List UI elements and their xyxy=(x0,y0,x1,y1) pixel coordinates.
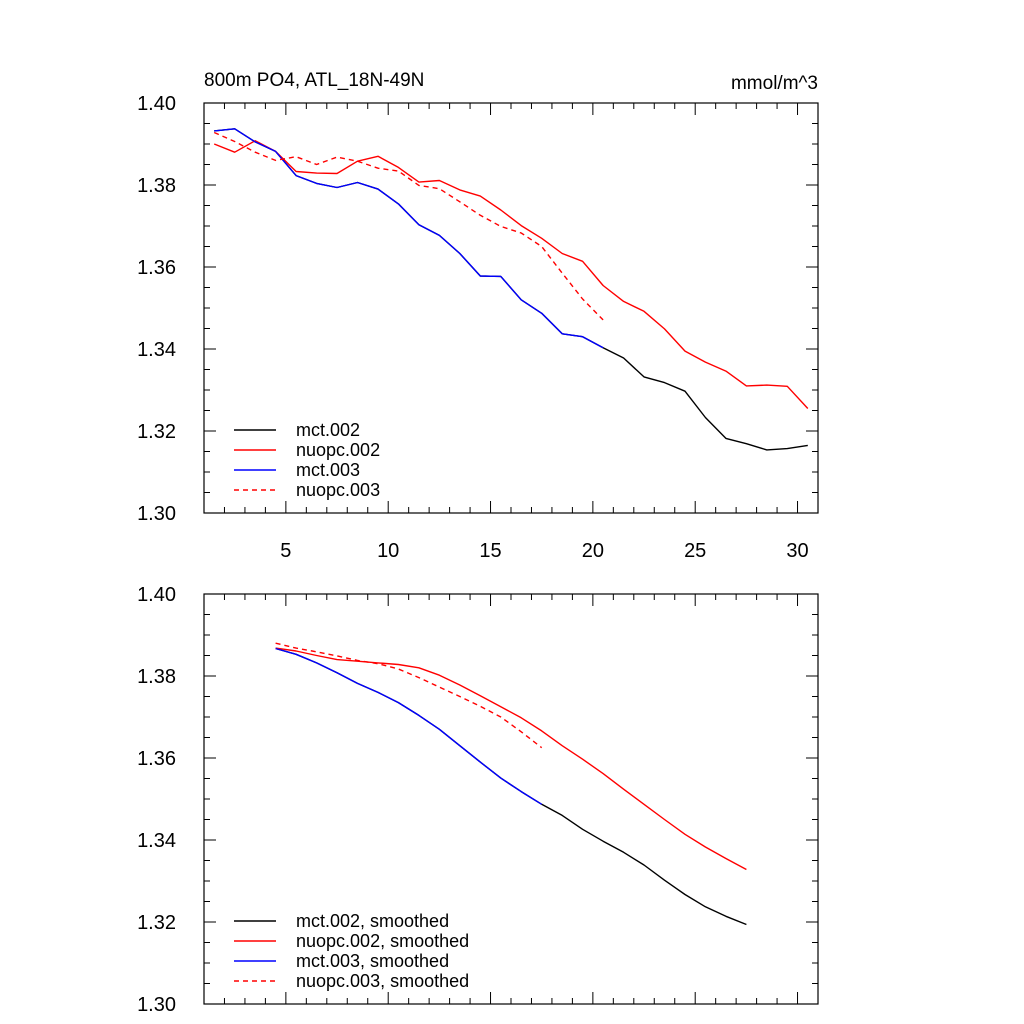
legend-label: mct.002, smoothed xyxy=(296,911,449,931)
legend-label: nuopc.002, smoothed xyxy=(296,931,469,951)
legend-label: nuopc.002 xyxy=(296,440,380,460)
y-tick-label: 1.30 xyxy=(137,503,176,525)
units-label: mmol/m^3 xyxy=(731,73,818,94)
series-line-2 xyxy=(275,647,543,805)
y-tick-label: 1.34 xyxy=(137,830,176,852)
legend-label: mct.002 xyxy=(296,420,360,440)
y-tick-label: 1.38 xyxy=(137,175,176,197)
y-tick-label: 1.36 xyxy=(137,257,176,279)
x-tick-label: 10 xyxy=(377,540,399,562)
y-tick-label: 1.36 xyxy=(137,748,176,770)
series-line-2 xyxy=(214,128,604,349)
chart-title: 800m PO4, ATL_18N-49N xyxy=(204,70,424,91)
bottom-panel: 1.30 1.32 1.34 1.36 1.38 1.40 mct.002, smoothe… xyxy=(137,584,819,1016)
series-line-3 xyxy=(275,642,543,749)
series-line-3 xyxy=(213,131,604,321)
x-tick-label: 5 xyxy=(280,540,291,562)
top-panel: 1.30 1.32 1.34 1.36 1.38 1.40 5 10 15 20 25 30 800m … xyxy=(137,70,819,562)
y-tick-label: 1.32 xyxy=(137,912,176,934)
x-tick-label: 20 xyxy=(582,540,604,562)
legend-label: mct.003 xyxy=(296,460,360,480)
y-tick-label: 1.30 xyxy=(137,994,176,1016)
legend-label: nuopc.003, smoothed xyxy=(296,971,469,991)
x-tick-label: 30 xyxy=(786,540,808,562)
x-tick-label: 25 xyxy=(684,540,706,562)
x-tick-label: 15 xyxy=(479,540,501,562)
y-tick-label: 1.32 xyxy=(137,421,176,443)
series-line-1 xyxy=(213,140,809,409)
y-tick-label: 1.40 xyxy=(137,93,176,115)
series-line-0 xyxy=(214,128,808,451)
series-line-0 xyxy=(275,647,747,926)
series-line-1 xyxy=(275,647,747,871)
y-tick-label: 1.34 xyxy=(137,339,176,361)
y-tick-label: 1.38 xyxy=(137,666,176,688)
legend-label: nuopc.003 xyxy=(296,480,380,500)
y-tick-label: 1.40 xyxy=(137,584,176,606)
legend-label: mct.003, smoothed xyxy=(296,951,449,971)
